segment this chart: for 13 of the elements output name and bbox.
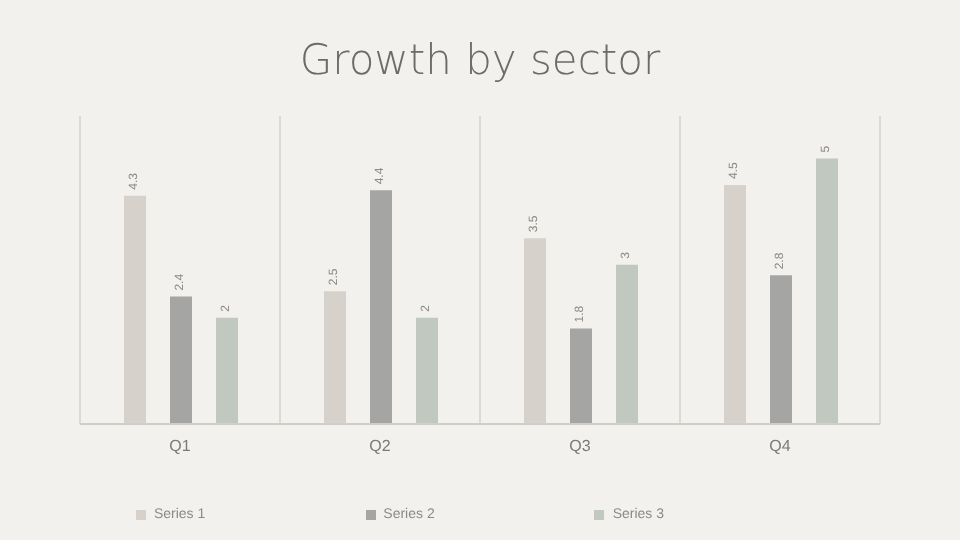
bar: [370, 190, 392, 424]
bar: [570, 328, 592, 424]
x-tick-label: Q3: [569, 437, 592, 456]
bar: [616, 264, 638, 424]
bar: [816, 158, 838, 424]
bar: [170, 296, 192, 424]
bar: [216, 317, 238, 424]
x-tick-label: Q1: [169, 437, 192, 456]
x-tick-label: Q2: [369, 437, 392, 456]
bar: [416, 317, 438, 424]
bar: [770, 275, 792, 424]
x-tick-label: Q4: [769, 437, 792, 456]
chart-title: Growth by sector: [297, 36, 663, 84]
